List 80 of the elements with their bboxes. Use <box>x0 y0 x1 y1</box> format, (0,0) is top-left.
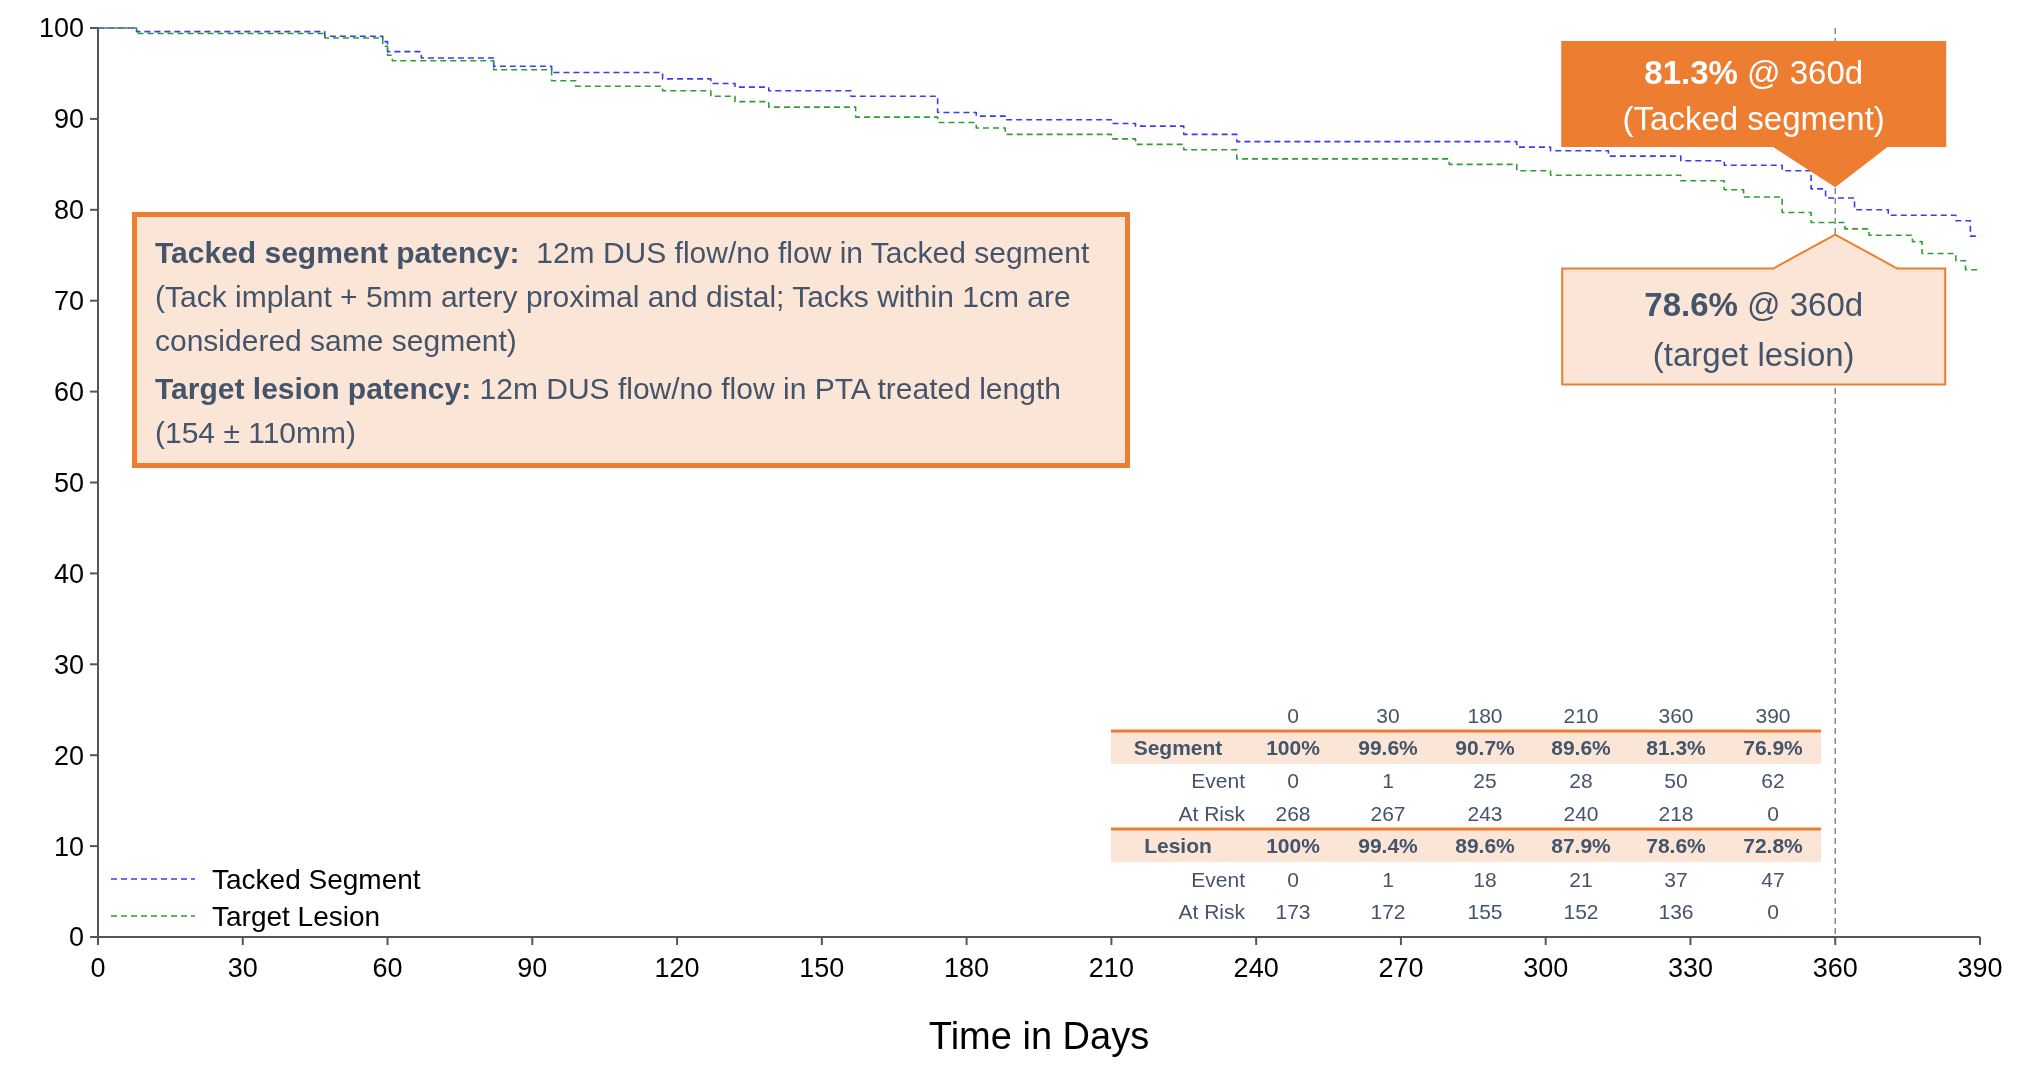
annotation: 210 <box>1563 704 1599 727</box>
x-tick-label: 150 <box>799 953 845 983</box>
annotation: 89.6% <box>1455 834 1516 857</box>
annotation: At Risk <box>1178 802 1246 825</box>
annotation: 62 <box>1761 769 1785 792</box>
annotation: Tacked segment patency: 12m DUS flow/no flow in Tacked segment (Tack implant + 5mm artery proximal and distal; Tacks within 1cm are considered same segment) <box>155 235 1091 359</box>
legend-label: Target Lesion <box>212 900 381 932</box>
annotation: 1 <box>1382 769 1394 792</box>
annotation: 78.6% @ 360d (target lesion) <box>1644 285 1864 373</box>
annotation: 390 <box>1755 704 1791 727</box>
annotation: 180 <box>1467 704 1503 727</box>
x-tick-label: 330 <box>1667 953 1713 983</box>
annotation: 136 <box>1658 900 1694 923</box>
annotation: 47 <box>1761 868 1785 891</box>
x-tick-label: 30 <box>227 953 258 983</box>
annotation: 99.4% <box>1358 834 1419 857</box>
x-tick-label: 240 <box>1233 953 1279 983</box>
annotation: 87.9% <box>1551 834 1612 857</box>
y-tick-label: 50 <box>53 467 84 498</box>
annotation: 243 <box>1467 802 1503 825</box>
annotation: 50 <box>1664 769 1688 792</box>
annotation: 268 <box>1275 802 1311 825</box>
annotation: 99.6% <box>1358 736 1419 759</box>
y-tick-label: 100 <box>38 13 84 44</box>
annotation: 76.9% <box>1743 736 1804 759</box>
annotation: 21 <box>1569 868 1593 891</box>
x-tick-label: 270 <box>1378 953 1424 983</box>
annotation: 81.3% <box>1646 736 1707 759</box>
annotation: 267 <box>1370 802 1406 825</box>
x-tick-label: 390 <box>1957 953 2003 983</box>
annotation: 37 <box>1664 868 1688 891</box>
annotation: 172 <box>1370 900 1406 923</box>
annotation: Event <box>1191 868 1246 891</box>
annotation: 89.6% <box>1551 736 1612 759</box>
annotation: 81.3% @ 360d (Tacked segment) <box>1622 53 1885 137</box>
annotation: 0 <box>1287 868 1299 891</box>
text: Target lesion patency: 12m DUS flow/no flow in PTA treated length (154 ± 110mm) <box>155 372 1061 449</box>
x-tick-label: 60 <box>372 953 403 983</box>
annotation: 18 <box>1473 868 1497 891</box>
annotation: 360 <box>1658 704 1694 727</box>
annotation: 240 <box>1563 802 1599 825</box>
annotation: 218 <box>1658 802 1694 825</box>
y-tick-label: 30 <box>53 649 84 680</box>
annotation: Segment <box>1133 736 1223 759</box>
annotation: 0 <box>1767 900 1779 923</box>
y-tick-label: 80 <box>53 195 84 226</box>
annotation: 155 <box>1467 900 1503 923</box>
annotation: 152 <box>1563 900 1599 923</box>
annotation: 30 <box>1376 704 1400 727</box>
x-tick-label: 300 <box>1523 953 1569 983</box>
annotation: Lesion <box>1144 834 1212 857</box>
x-axis-title: Time in Days <box>928 1015 1150 1057</box>
y-tick-label: 10 <box>53 831 84 862</box>
x-tick-label: 210 <box>1088 953 1134 983</box>
annotation: 100% <box>1266 736 1321 759</box>
annotation: 72.8% <box>1743 834 1804 857</box>
y-tick-label: 40 <box>53 558 84 589</box>
annotation: 25 <box>1473 769 1497 792</box>
annotation: 28 <box>1569 769 1593 792</box>
annotation: 0 <box>1287 769 1299 792</box>
annotation: At Risk <box>1178 900 1246 923</box>
annotation: 0 <box>1287 704 1299 727</box>
x-tick-label: 360 <box>1812 953 1858 983</box>
y-tick-label: 70 <box>53 286 84 317</box>
annotation: 0 <box>1767 802 1779 825</box>
y-tick-label: 20 <box>53 740 84 771</box>
y-tick-label: 90 <box>53 104 84 135</box>
annotation: 78.6% <box>1646 834 1707 857</box>
y-tick-label: 60 <box>53 377 84 408</box>
annotation: 90.7% <box>1455 736 1516 759</box>
annotation: 173 <box>1275 900 1311 923</box>
y-tick-label: 0 <box>68 922 84 953</box>
x-tick-label: 120 <box>654 953 700 983</box>
x-tick-label: 180 <box>944 953 990 983</box>
annotation: Event <box>1191 769 1246 792</box>
legend-label: Tacked Segment <box>212 863 421 895</box>
x-tick-label: 90 <box>517 953 548 983</box>
annotation: 100% <box>1266 834 1321 857</box>
x-tick-label: 0 <box>90 953 106 983</box>
annotation: 1 <box>1382 868 1394 891</box>
